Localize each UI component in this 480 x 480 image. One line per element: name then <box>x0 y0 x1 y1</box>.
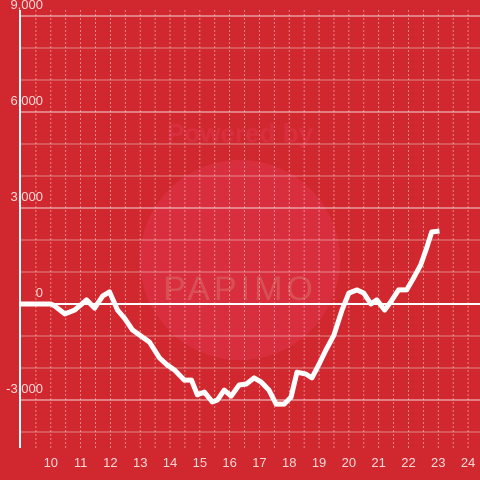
x-tick-label: 24 <box>461 455 475 470</box>
x-tick-label: 11 <box>74 455 88 470</box>
x-tick-label: 15 <box>193 455 207 470</box>
x-tick-label: 23 <box>431 455 445 470</box>
y-tick-label: 6,000 <box>10 93 43 108</box>
watermark-logo <box>140 160 340 360</box>
x-tick-label: 13 <box>133 455 147 470</box>
line <box>21 228 440 407</box>
y-tick-label: 3,000 <box>10 189 43 204</box>
y-tick-label: -3,000 <box>6 381 43 396</box>
x-tick-label: 10 <box>44 455 58 470</box>
watermark-text: Powered by <box>167 118 313 148</box>
x-tick-label: 20 <box>342 455 356 470</box>
x-tick-label: 14 <box>163 455 177 470</box>
x-tick-label: 12 <box>103 455 117 470</box>
x-tick-label: 17 <box>252 455 266 470</box>
x-tick-label: 19 <box>312 455 326 470</box>
y-tick-label: 0 <box>36 285 43 300</box>
x-tick-label: 16 <box>222 455 236 470</box>
y-tick-label: 9,000 <box>10 0 43 12</box>
watermark-text: PAPIMO <box>163 270 317 308</box>
x-tick-label: 18 <box>282 455 296 470</box>
x-tick-label: 22 <box>401 455 415 470</box>
x-tick-label: 21 <box>371 455 385 470</box>
